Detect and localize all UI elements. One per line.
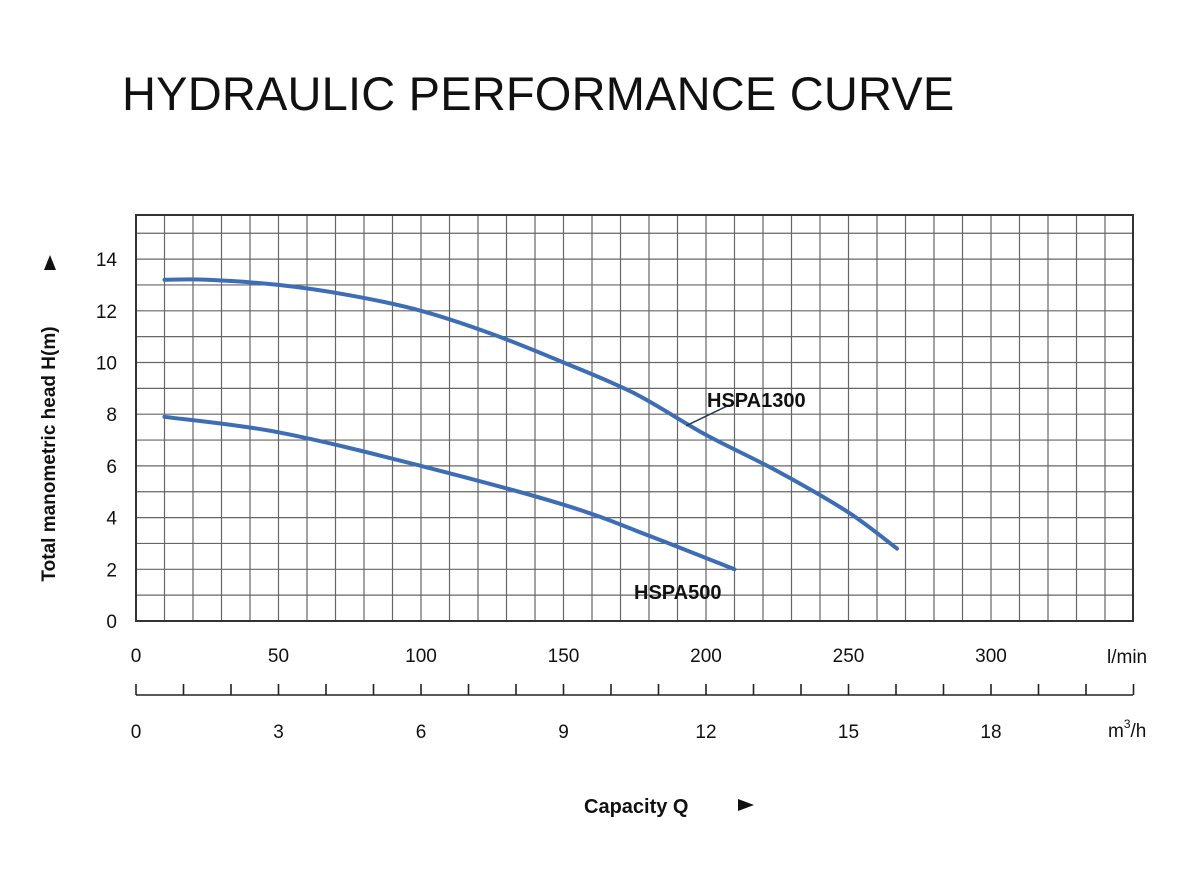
x-tick-label: 300 xyxy=(975,646,1007,667)
y-axis-label: Total manometric head H(m) xyxy=(39,326,60,581)
plot-frame xyxy=(135,214,1134,622)
x-tick-label: 0 xyxy=(131,646,142,667)
y-tick-label: 4 xyxy=(106,509,117,530)
x-unit-label: l/min xyxy=(1107,647,1147,668)
x-axis-arrow-icon xyxy=(738,799,754,811)
x2-tick-label: 12 xyxy=(695,722,716,743)
series-label-hspa500: HSPA500 xyxy=(634,582,721,604)
series-layer: HSPA1300 HSPA500 xyxy=(162,277,899,604)
x-tick-label: 200 xyxy=(690,646,722,667)
x2-unit-label: m3/h xyxy=(1108,717,1146,742)
x-tick-label: 150 xyxy=(548,646,580,667)
x-tick-label: 50 xyxy=(268,646,289,667)
y-tick-label: 8 xyxy=(106,405,117,426)
grid xyxy=(136,215,1133,621)
x2-tick-label: 3 xyxy=(273,722,284,743)
y-tick-label: 10 xyxy=(96,354,117,375)
y-axis-arrow-icon xyxy=(44,255,56,270)
x-axis-label: Capacity Q xyxy=(584,796,688,818)
y-tick-label: 2 xyxy=(106,560,117,581)
series-line-hspa500 xyxy=(162,414,737,572)
x2-unit-base: m xyxy=(1108,721,1124,742)
series-label-leader-hspa1300 xyxy=(685,404,730,427)
x-tick-label: 250 xyxy=(833,646,865,667)
y-tick-label: 6 xyxy=(106,457,117,478)
x2-unit-tail: /h xyxy=(1131,721,1147,742)
x-tick-label: 100 xyxy=(405,646,437,667)
x2-unit-superscript: 3 xyxy=(1124,717,1131,731)
x2-tick-label: 9 xyxy=(558,722,569,743)
y-tick-label: 12 xyxy=(96,302,117,323)
x2-tick-label: 15 xyxy=(838,722,859,743)
chart-title: HYDRAULIC PERFORMANCE CURVE xyxy=(122,67,955,120)
x2-tick-label: 0 xyxy=(131,722,142,743)
series-label-hspa1300: HSPA1300 xyxy=(707,390,806,412)
y-tick-label: 14 xyxy=(96,250,118,271)
x2-tick-label: 18 xyxy=(980,722,1001,743)
tick-labels: 0 2 4 6 8 10 12 14 0 50 100 150 200 250 300 xyxy=(96,250,1007,667)
x2-tick-label: 6 xyxy=(416,722,427,743)
y-tick-label: 0 xyxy=(106,612,117,633)
capacity-m3h-axis: 0 3 6 9 12 15 18 xyxy=(131,684,1135,743)
series-line-hspa1300 xyxy=(162,277,899,551)
